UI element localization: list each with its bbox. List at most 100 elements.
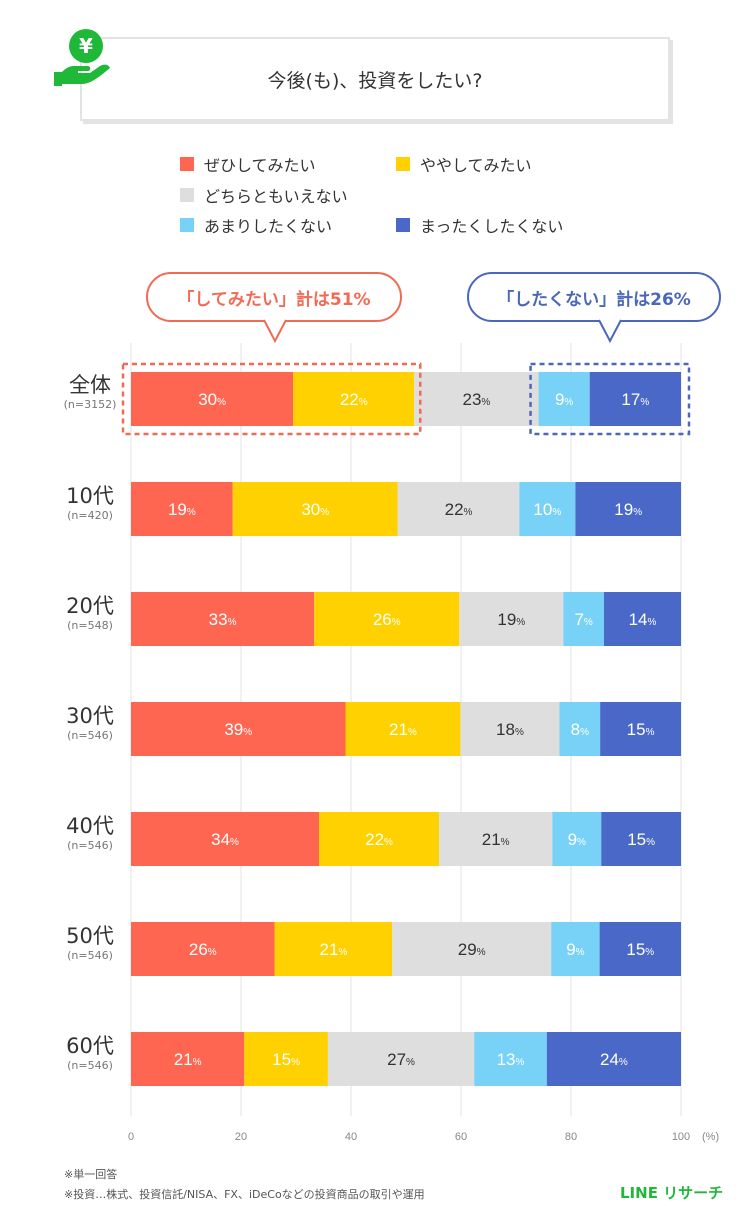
callout-not-want-text: 「したくない」計は26% xyxy=(497,289,691,310)
row-sample-size: (n=420) xyxy=(67,509,113,522)
bar-segment xyxy=(327,1032,475,1086)
legend-label: あまりしたくない xyxy=(204,217,333,236)
footnote-definition: ※投資…株式、投資信託/NISA、FX、iDeCoなどの投資商品の取引や運用 xyxy=(64,1188,425,1201)
bar-value-label: 21% xyxy=(482,830,510,849)
bar-value-label: 21% xyxy=(389,720,417,739)
legend-item-neutral: どちらともいえない xyxy=(180,183,348,207)
bar-value-label: 15% xyxy=(272,1050,300,1069)
callout-want-text: 「してみたい」計は51% xyxy=(177,289,371,310)
x-tick-label: 60 xyxy=(455,1131,467,1143)
x-tick-label: 100 xyxy=(672,1131,690,1143)
bar-segment xyxy=(131,592,315,646)
x-tick-label: 40 xyxy=(345,1131,357,1143)
legend-label: ぜひしてみたい xyxy=(204,156,316,175)
highlight-not-want-frame xyxy=(529,362,691,436)
brand-logo: LINE リサーチ xyxy=(620,1184,724,1202)
bar-value-label: 33% xyxy=(209,610,237,629)
row-label-all: 全体 (n=3152) xyxy=(40,372,140,412)
bar-segment xyxy=(131,482,233,536)
yen-hand-icon: ¥ xyxy=(54,29,110,86)
bar-value-label: 13% xyxy=(497,1050,525,1069)
bar-value-label: 21% xyxy=(319,940,347,959)
bar-value-label: 9% xyxy=(566,940,584,959)
legend-swatch xyxy=(396,157,410,171)
row-name: 10代 xyxy=(66,484,114,508)
bar-value-label: 17% xyxy=(621,390,649,409)
row-label-50s: 50代 (n=546) xyxy=(40,923,140,963)
bar-value-label: 22% xyxy=(365,830,393,849)
legend-swatch xyxy=(180,157,194,171)
callout-not-want-total: 「したくない」計は26% xyxy=(467,272,721,322)
bar-segment xyxy=(392,922,552,976)
legend-label: どちらともいえない xyxy=(204,187,348,206)
bar-value-label: 39% xyxy=(224,720,252,739)
bar-segment xyxy=(552,812,602,866)
row-name: 30代 xyxy=(66,704,114,728)
bar-value-label: 24% xyxy=(600,1050,628,1069)
row-label-40s: 40代 (n=546) xyxy=(40,813,140,853)
row-label-30s: 30代 (n=546) xyxy=(40,703,140,743)
highlight-want-frame xyxy=(121,362,422,436)
bar-value-label: 29% xyxy=(458,940,486,959)
legend-label: ややしてみたい xyxy=(420,156,532,175)
bar-value-label: 8% xyxy=(571,720,589,739)
bar-segment xyxy=(459,592,564,646)
legend-item-somewhat: ややしてみたい xyxy=(396,152,532,176)
bar-value-label: 18% xyxy=(496,720,524,739)
bar-value-label: 22% xyxy=(445,500,473,519)
bar-segment xyxy=(397,482,520,536)
row-name: 20代 xyxy=(66,594,114,618)
chart-title: 今後(も)、投資をしたい? xyxy=(267,69,483,92)
row-sample-size: (n=546) xyxy=(67,729,113,742)
row-sample-size: (n=3152) xyxy=(63,398,117,411)
bar-value-label: 34% xyxy=(211,830,239,849)
bar-segment xyxy=(604,592,681,646)
legend-swatch xyxy=(396,218,410,232)
row-sample-size: (n=546) xyxy=(67,949,113,962)
bar-value-label: 27% xyxy=(387,1050,415,1069)
bar-value-label: 10% xyxy=(533,500,561,519)
x-tick-label: 80 xyxy=(565,1131,577,1143)
x-unit-label: (%) xyxy=(702,1131,719,1143)
bar-value-label: 30% xyxy=(198,390,226,409)
row-sample-size: (n=548) xyxy=(67,619,113,632)
legend-item-definitely: ぜひしてみたい xyxy=(180,152,316,176)
bar-segment xyxy=(439,812,553,866)
row-name: 40代 xyxy=(66,814,114,838)
row-name: 50代 xyxy=(66,924,114,948)
bar-value-label: 30% xyxy=(301,500,329,519)
bar-value-label: 9% xyxy=(555,390,573,409)
bar-value-label: 23% xyxy=(462,390,490,409)
callout-not-want-pointer xyxy=(598,319,622,344)
footnote-single-answer: ※単一回答 xyxy=(64,1168,118,1181)
bar-segment xyxy=(519,482,576,536)
bar-segment xyxy=(293,372,415,426)
callout-want-pointer xyxy=(263,319,287,344)
bar-segment xyxy=(345,702,461,756)
bar-segment xyxy=(601,812,681,866)
bar-segment xyxy=(599,922,681,976)
bar-segment xyxy=(460,702,560,756)
bar-value-label: 15% xyxy=(627,720,655,739)
title-box: 今後(も)、投資をしたい? xyxy=(80,37,670,121)
bar-value-label: 19% xyxy=(168,500,196,519)
bar-segment xyxy=(600,702,681,756)
bar-segment xyxy=(244,1032,328,1086)
bar-segment xyxy=(559,702,601,756)
bar-segment xyxy=(589,372,681,426)
bar-segment xyxy=(314,592,460,646)
bar-value-label: 14% xyxy=(629,610,657,629)
bar-value-label: 19% xyxy=(614,500,642,519)
callout-want-total: 「してみたい」計は51% xyxy=(146,272,402,322)
bar-segment xyxy=(274,922,393,976)
row-sample-size: (n=546) xyxy=(67,1059,113,1072)
bar-segment xyxy=(131,1032,245,1086)
row-name: 60代 xyxy=(66,1034,114,1058)
row-label-20s: 20代 (n=548) xyxy=(40,593,140,633)
bar-value-label: 26% xyxy=(373,610,401,629)
bar-segment xyxy=(131,702,346,756)
bar-value-label: 26% xyxy=(189,940,217,959)
bar-segment xyxy=(232,482,398,536)
bar-value-label: 22% xyxy=(340,390,368,409)
row-name: 全体 xyxy=(69,373,111,397)
